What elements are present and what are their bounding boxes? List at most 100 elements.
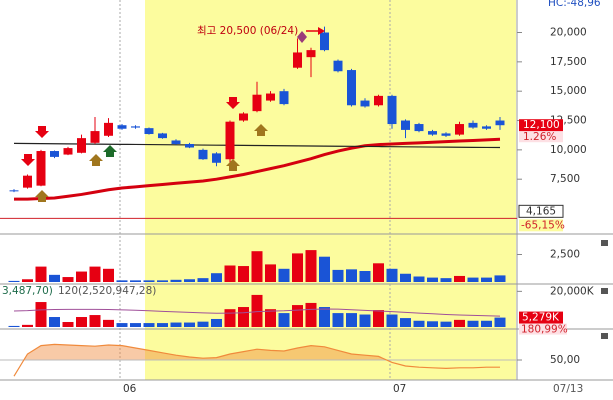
candle-body <box>104 122 113 136</box>
bar <box>400 273 411 282</box>
bar <box>292 305 303 327</box>
bar <box>305 302 317 327</box>
candle-body <box>171 140 181 144</box>
candle-body <box>495 120 505 126</box>
value-label-box <box>519 311 563 324</box>
panel-frames <box>0 0 613 381</box>
ratio-box <box>519 323 567 335</box>
bar <box>359 271 371 282</box>
buy-arrow <box>89 154 103 166</box>
bar <box>319 307 330 327</box>
bar <box>184 279 195 282</box>
bar <box>103 268 114 282</box>
high-marker <box>297 31 307 43</box>
bar <box>76 317 87 327</box>
candle-body <box>320 32 329 51</box>
bar <box>143 323 155 327</box>
bar <box>89 315 101 327</box>
moving-average <box>13 142 501 149</box>
candle-body <box>144 128 154 135</box>
bar <box>373 263 384 282</box>
bar <box>35 266 47 282</box>
bar <box>467 320 479 327</box>
legend-text: 120(2,520,947,28) <box>58 285 156 297</box>
bar <box>494 275 506 282</box>
oscillator-line <box>13 343 500 377</box>
bar <box>157 280 168 282</box>
bar <box>427 277 438 282</box>
last-price-box <box>519 119 563 132</box>
bar <box>278 313 290 327</box>
value-label: 5,279K <box>522 312 560 324</box>
bar <box>481 320 492 327</box>
bar <box>440 278 452 282</box>
bar <box>386 314 398 327</box>
candle-body <box>198 149 208 160</box>
candle-body <box>306 50 316 58</box>
candle-body <box>36 151 46 186</box>
bar <box>143 280 155 282</box>
bar <box>170 322 182 327</box>
buy-arrow <box>103 145 117 157</box>
bar <box>49 274 60 282</box>
candle-body <box>9 190 19 192</box>
candle-body <box>401 120 410 130</box>
bar <box>265 264 276 282</box>
candle-body <box>414 124 424 132</box>
bar <box>440 321 452 327</box>
candle-body <box>23 175 32 188</box>
bar <box>116 280 128 282</box>
candle-body <box>482 126 491 129</box>
bar <box>413 276 425 282</box>
bar <box>238 307 249 327</box>
bar <box>130 323 141 327</box>
candle-body <box>77 138 86 153</box>
bar <box>89 266 101 282</box>
bar <box>49 317 60 327</box>
legend-text: 3,487,70) <box>2 285 53 297</box>
panel-icons <box>601 240 608 339</box>
candle-body <box>374 95 383 106</box>
bar <box>373 310 384 327</box>
candle-body <box>333 60 343 72</box>
y-tick-label: 20,000K <box>550 285 595 297</box>
x-tick-label: 07 <box>393 383 406 395</box>
candle-body <box>239 113 248 121</box>
bar <box>130 280 141 282</box>
candle-body <box>185 143 194 148</box>
bar <box>62 322 74 327</box>
y-tick-label: 2,500 <box>550 249 580 261</box>
buy-arrow <box>226 159 240 171</box>
panel-icon <box>601 240 608 246</box>
bar <box>332 313 344 327</box>
y-tick-label: 10,000 <box>550 144 587 156</box>
bar <box>400 318 411 327</box>
candle-body <box>387 95 397 125</box>
candle-body <box>455 124 464 135</box>
bar <box>62 277 74 282</box>
last-change-box <box>519 131 563 143</box>
bar <box>427 321 438 327</box>
bar <box>265 309 276 327</box>
bar <box>346 313 357 327</box>
candle-body <box>117 125 127 129</box>
ratio: 180,99% <box>521 324 568 336</box>
candle-body <box>441 133 451 136</box>
y-tick-label: 50,00 <box>550 354 580 366</box>
bar <box>494 317 506 327</box>
bar <box>22 324 33 327</box>
bar <box>157 323 168 327</box>
candle-body <box>50 151 59 157</box>
bar <box>454 319 465 327</box>
moving-average <box>14 137 501 201</box>
candle-body <box>266 93 275 101</box>
bar <box>251 294 263 327</box>
bar <box>170 279 182 282</box>
average-line <box>13 308 501 317</box>
y-tick-label: 20,000 <box>550 27 587 39</box>
annotation-arrowhead <box>318 27 325 35</box>
buy-arrow <box>35 190 49 202</box>
bar <box>454 275 465 282</box>
bar <box>103 319 114 327</box>
reference-change: -65,15% <box>521 219 565 231</box>
